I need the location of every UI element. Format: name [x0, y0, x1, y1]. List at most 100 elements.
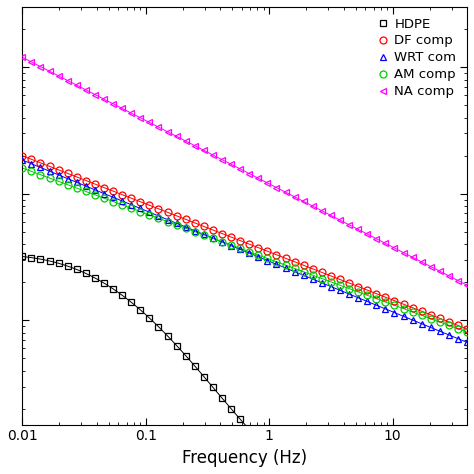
- DF comp: [464, 326, 470, 332]
- DF comp: [137, 199, 143, 205]
- NA comp: [337, 217, 343, 223]
- DF comp: [401, 301, 406, 307]
- WRT com: [110, 194, 116, 200]
- Legend: HDPE, DF comp, WRT com, AM comp, NA comp: HDPE, DF comp, WRT com, AM comp, NA comp: [372, 14, 460, 102]
- WRT com: [310, 276, 316, 282]
- WRT com: [19, 157, 25, 163]
- NA comp: [101, 96, 107, 102]
- DF comp: [446, 319, 452, 325]
- NA comp: [464, 283, 470, 288]
- NA comp: [401, 250, 406, 255]
- WRT com: [164, 217, 170, 222]
- DF comp: [219, 231, 225, 237]
- NA comp: [65, 78, 71, 83]
- NA comp: [146, 119, 152, 125]
- HDPE: [292, 471, 298, 474]
- NA comp: [455, 278, 461, 283]
- WRT com: [137, 206, 143, 211]
- WRT com: [246, 250, 252, 256]
- AM comp: [273, 259, 279, 264]
- Line: HDPE: HDPE: [19, 253, 470, 474]
- AM comp: [255, 252, 261, 258]
- NA comp: [428, 264, 434, 269]
- NA comp: [137, 115, 143, 120]
- WRT com: [264, 258, 270, 264]
- NA comp: [19, 55, 25, 60]
- HDPE: [273, 455, 279, 460]
- WRT com: [319, 280, 325, 286]
- HDPE: [74, 267, 80, 273]
- AM comp: [228, 242, 234, 248]
- AM comp: [374, 296, 379, 301]
- WRT com: [374, 302, 379, 308]
- DF comp: [301, 263, 307, 268]
- AM comp: [146, 212, 152, 218]
- NA comp: [319, 208, 325, 214]
- NA comp: [246, 171, 252, 176]
- AM comp: [237, 246, 243, 251]
- NA comp: [28, 59, 34, 65]
- NA comp: [228, 162, 234, 167]
- Line: DF comp: DF comp: [19, 152, 471, 332]
- HDPE: [174, 343, 180, 348]
- DF comp: [292, 259, 298, 264]
- DF comp: [101, 185, 107, 191]
- WRT com: [128, 202, 134, 208]
- NA comp: [292, 194, 298, 200]
- HDPE: [201, 374, 207, 379]
- AM comp: [328, 279, 334, 285]
- NA comp: [283, 189, 288, 195]
- AM comp: [183, 226, 189, 231]
- DF comp: [19, 153, 25, 159]
- WRT com: [237, 246, 243, 252]
- NA comp: [110, 101, 116, 107]
- DF comp: [319, 270, 325, 275]
- DF comp: [174, 213, 180, 219]
- HDPE: [219, 395, 225, 401]
- DF comp: [392, 298, 397, 303]
- HDPE: [264, 446, 270, 451]
- DF comp: [310, 266, 316, 272]
- DF comp: [374, 291, 379, 296]
- AM comp: [74, 185, 80, 191]
- WRT com: [455, 336, 461, 341]
- AM comp: [47, 175, 53, 181]
- WRT com: [464, 339, 470, 345]
- HDPE: [128, 300, 134, 305]
- WRT com: [210, 235, 216, 241]
- Line: AM comp: AM comp: [19, 164, 471, 336]
- AM comp: [419, 312, 425, 318]
- AM comp: [264, 255, 270, 261]
- DF comp: [146, 202, 152, 208]
- NA comp: [174, 134, 180, 139]
- NA comp: [47, 68, 53, 74]
- AM comp: [137, 209, 143, 214]
- AM comp: [110, 199, 116, 204]
- WRT com: [446, 332, 452, 338]
- NA comp: [255, 175, 261, 181]
- AM comp: [92, 192, 98, 198]
- AM comp: [283, 262, 288, 268]
- DF comp: [210, 227, 216, 233]
- AM comp: [56, 179, 62, 184]
- WRT com: [92, 187, 98, 192]
- AM comp: [19, 165, 25, 171]
- WRT com: [392, 310, 397, 315]
- DF comp: [74, 174, 80, 180]
- HDPE: [155, 324, 161, 329]
- HDPE: [65, 263, 71, 269]
- AM comp: [383, 299, 388, 305]
- DF comp: [37, 160, 43, 166]
- NA comp: [128, 110, 134, 116]
- WRT com: [255, 254, 261, 260]
- WRT com: [65, 176, 71, 182]
- DF comp: [337, 277, 343, 283]
- WRT com: [74, 180, 80, 185]
- X-axis label: Frequency (Hz): Frequency (Hz): [182, 449, 307, 467]
- AM comp: [455, 326, 461, 332]
- NA comp: [183, 138, 189, 144]
- WRT com: [183, 224, 189, 230]
- AM comp: [410, 309, 415, 315]
- DF comp: [28, 156, 34, 162]
- NA comp: [310, 203, 316, 209]
